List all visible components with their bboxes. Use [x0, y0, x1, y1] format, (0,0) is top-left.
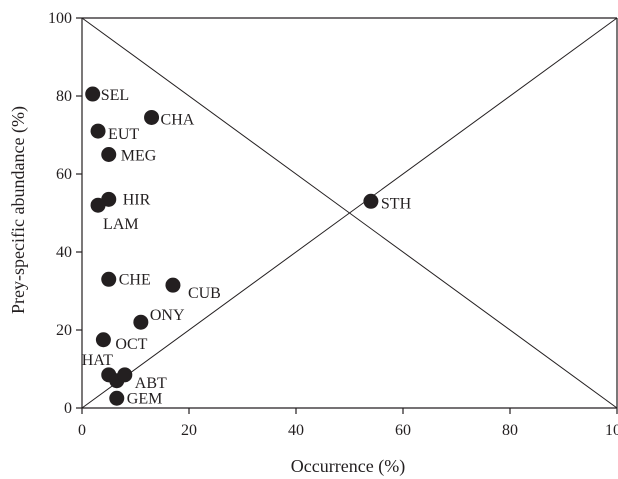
data-point-eut: [90, 123, 106, 139]
x-tick-label: 40: [288, 422, 304, 439]
plot-frame: [81, 17, 618, 409]
descending-diagonal-line: [81, 17, 618, 409]
point-label-hir: HIR: [123, 191, 151, 208]
point-label-meg: MEG: [121, 148, 157, 165]
point-label-eut: EUT: [108, 126, 139, 143]
y-tick-label: 20: [56, 322, 72, 339]
point-label-sel: SEL: [101, 87, 129, 104]
point-label-oct: OCT: [115, 336, 147, 353]
y-tick-label: 40: [56, 244, 72, 261]
y-tick-label: 0: [64, 400, 72, 417]
axis-ticks: 0 20 40 60 80 100 0 20 40 60 80 100: [48, 10, 618, 439]
point-label-sth: STH: [381, 195, 412, 212]
x-axis-label: Occurrence (%): [291, 456, 405, 477]
data-point-sth: [363, 193, 379, 209]
x-tick-label: 60: [395, 422, 411, 439]
x-tick-label: 80: [502, 422, 518, 439]
point-label-hat: HAT: [82, 352, 113, 369]
point-label-cha: CHA: [161, 111, 195, 128]
y-tick-label: 60: [56, 166, 72, 183]
data-point-cub: [165, 277, 181, 293]
data-point-che: [101, 271, 117, 287]
point-label-che: CHE: [119, 271, 151, 288]
y-tick-label: 100: [48, 10, 72, 27]
data-points: [85, 86, 379, 406]
reference-lines: [81, 17, 618, 409]
x-tick-label: 100: [605, 422, 618, 439]
point-label-ony: ONY: [150, 307, 185, 324]
data-point-lam: [90, 197, 106, 213]
x-tick-label: 20: [181, 422, 197, 439]
data-point-gem: [109, 390, 125, 406]
x-tick-label: 0: [78, 422, 86, 439]
data-point-meg: [101, 147, 117, 162]
point-label-gem: GEM: [127, 390, 163, 407]
data-point-cha: [144, 109, 160, 125]
data-point-abt: [117, 367, 133, 383]
y-tick-label: 80: [56, 88, 72, 105]
data-point-oct: [95, 332, 111, 348]
point-label-abt: ABT: [135, 375, 167, 392]
data-point-ony: [133, 314, 149, 330]
point-label-lam: LAM: [103, 216, 139, 233]
data-point-sel: [85, 86, 101, 102]
y-axis-label: Prey-specific abundance (%): [8, 106, 29, 314]
point-label-cub: CUB: [188, 285, 221, 302]
